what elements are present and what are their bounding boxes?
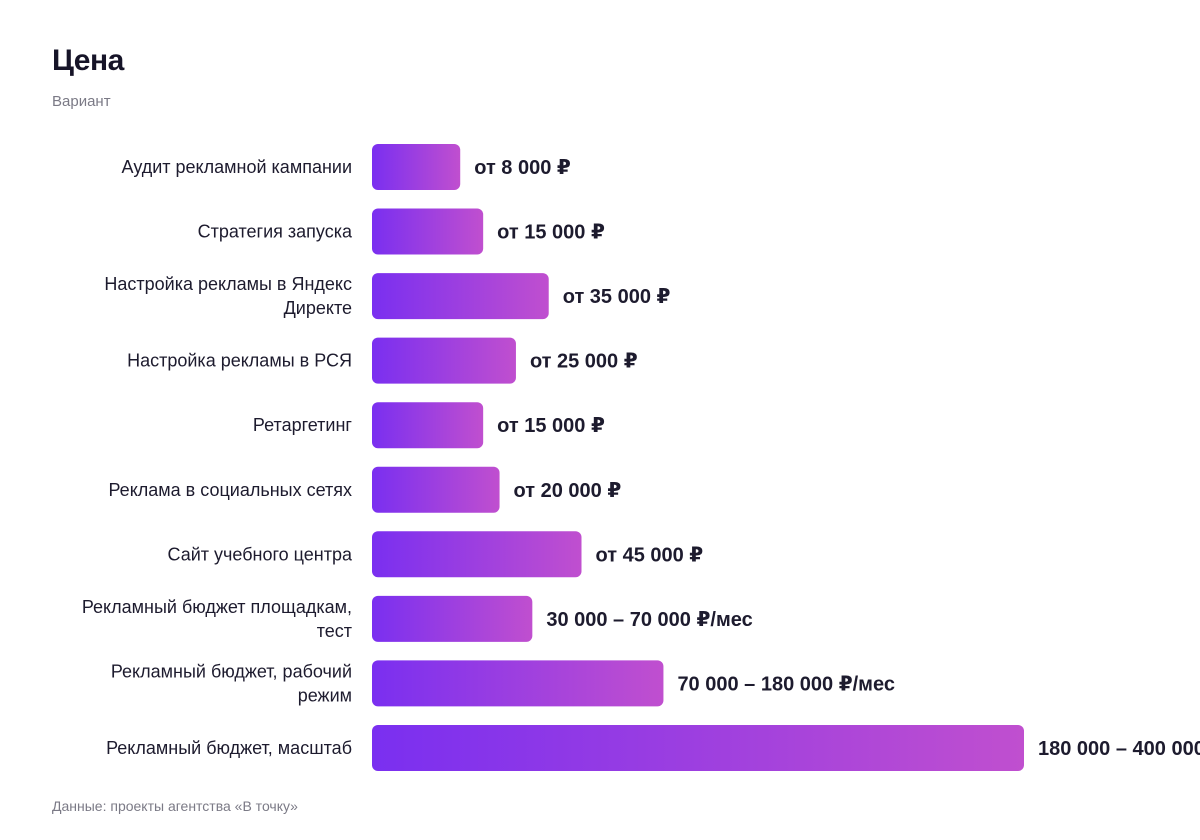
bar-4	[372, 402, 484, 449]
category-label: Рекламный бюджет площадкам, тест	[82, 597, 352, 641]
value-label: от 15 000 ₽	[497, 222, 605, 244]
value-label: 180 000 – 400 000 ₽/мес	[1038, 738, 1200, 760]
bar-8	[372, 660, 664, 707]
category-label: Сайт учебного центра	[168, 544, 353, 564]
bar-5	[372, 466, 500, 513]
value-label: от 35 000 ₽	[563, 286, 671, 308]
value-label: от 45 000 ₽	[596, 544, 704, 566]
category-label: Аудит рекламной кампании	[122, 157, 352, 177]
category-label: Рекламный бюджет, масштаб	[106, 738, 352, 758]
bar-0	[372, 144, 461, 190]
category-label: Реклама в социальных сетях	[108, 480, 352, 500]
bar-9	[372, 724, 1024, 771]
value-label: 30 000 – 70 000 ₽/мес	[546, 609, 752, 631]
bar-6	[372, 531, 582, 578]
value-label: от 8 000 ₽	[474, 157, 571, 179]
value-label: 70 000 – 180 000 ₽/мес	[677, 673, 895, 695]
category-label: Рекламный бюджет, рабочий режим	[111, 661, 352, 705]
category-label: Стратегия запуска	[198, 222, 353, 242]
bars-group: Аудит рекламной кампании от 8 000 ₽ Страте…	[82, 144, 1200, 771]
category-label: Ретаргетинг	[253, 415, 353, 435]
category-label: Настройка рекламы в Яндекс Директе	[104, 274, 352, 318]
value-label: от 25 000 ₽	[530, 351, 638, 373]
value-label: от 15 000 ₽	[497, 415, 605, 437]
bar-2	[372, 273, 549, 320]
bar-7	[372, 595, 533, 642]
value-label: от 20 000 ₽	[514, 480, 622, 502]
bar-3	[372, 337, 516, 384]
data-source-note: Данные: проекты агентства «В точку»	[52, 798, 298, 814]
chart-subtitle: Вариант	[52, 93, 111, 110]
category-label: Настройка рекламы в РСЯ	[127, 351, 352, 371]
chart-title: Цена	[52, 44, 124, 77]
bar-1	[372, 208, 484, 255]
